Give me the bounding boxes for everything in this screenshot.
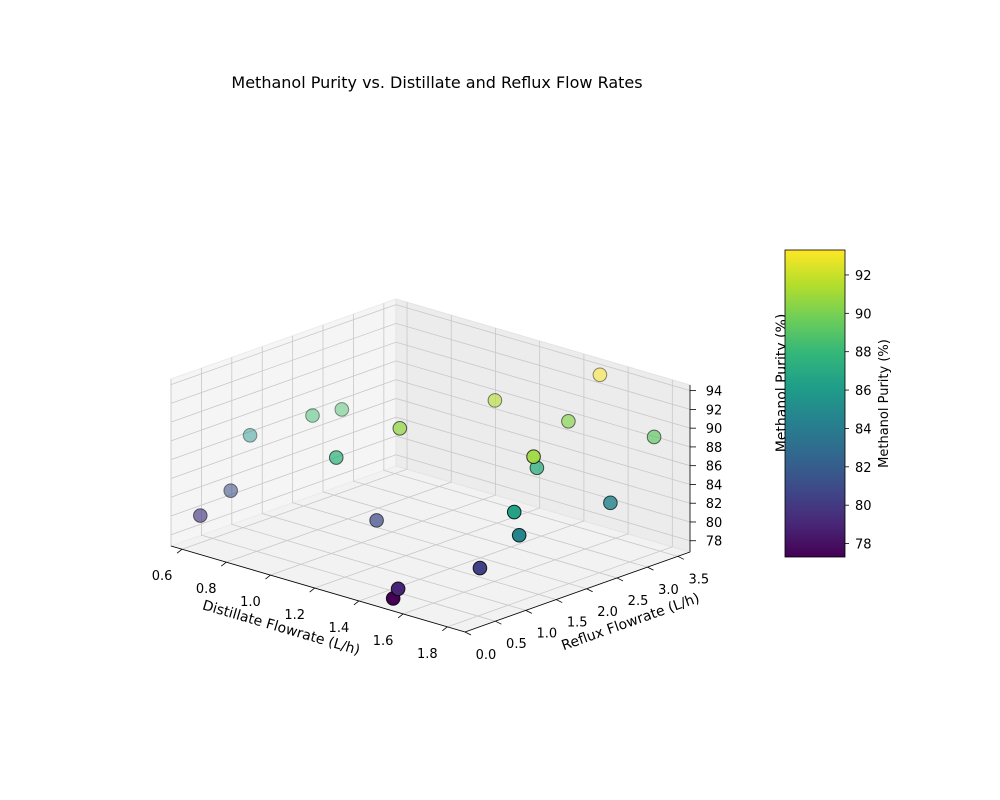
x-axis-line: [170, 545, 466, 633]
chart-title: Methanol Purity vs. Distillate and Reflu…: [231, 73, 642, 92]
x-tick-mark: [309, 587, 315, 593]
y-axis-line: [464, 551, 691, 633]
x-tick-label: 0.8: [196, 582, 217, 597]
y-tick-label: 3.0: [658, 583, 679, 598]
data-point: [526, 449, 541, 465]
data-point: [487, 393, 503, 408]
y-gridline: [322, 324, 618, 579]
data-point: [334, 402, 350, 417]
x-tick-label: 0.6: [152, 569, 173, 584]
colorbar-tick-label: 78: [855, 538, 872, 553]
colorbar: 78 80 82 84 86 88 90 92 Methanol Purity (%): [784, 249, 892, 558]
x-gridline: [314, 341, 541, 589]
x-tick-mark: [265, 574, 271, 580]
colorbar-tick-label: 86: [855, 384, 872, 399]
y-gridline: [383, 303, 678, 557]
x-tick-mark: [176, 548, 183, 554]
data-point: [369, 513, 384, 528]
z-tick-label: 86: [706, 460, 723, 475]
data-point: [646, 429, 662, 445]
data-point: [192, 508, 208, 523]
y-tick-label: 3.5: [688, 572, 709, 587]
y-gridline: [231, 357, 526, 611]
data-point: [328, 450, 344, 465]
y-tick-mark: [616, 577, 624, 582]
colorbar-label: Methanol Purity (%): [877, 339, 892, 468]
data-point: [603, 495, 618, 511]
z-tick-label: 84: [706, 478, 723, 493]
colorbar-bar: [784, 249, 846, 558]
colorbar-tick-label: 84: [855, 422, 872, 437]
x-gridline: [226, 315, 452, 563]
colorbar-tick-label: 88: [855, 346, 872, 361]
y-tick-mark: [525, 610, 532, 614]
y-gridline: [353, 314, 648, 568]
data-point: [392, 420, 408, 436]
z-gridline: [170, 398, 691, 485]
colorbar-tick-label: 92: [855, 269, 872, 284]
data-point: [390, 581, 406, 597]
x-gridline: [402, 366, 629, 615]
y-tick-label: 0.0: [476, 648, 497, 663]
x-tick-mark: [353, 600, 360, 606]
z-gridline: [170, 360, 691, 448]
x-tick-mark: [442, 626, 448, 632]
z-gridline: [170, 341, 691, 429]
y-tick-label: 2.5: [628, 594, 649, 609]
x-tick-label: 1.4: [329, 621, 350, 636]
z-gridline: [170, 454, 691, 542]
x-gridline: [447, 379, 673, 628]
z-gridline: [170, 379, 691, 467]
x-tick-label: 1.2: [284, 608, 305, 623]
z-tick-label: 88: [706, 441, 723, 456]
y-gridline: [292, 335, 587, 590]
x-gridline: [358, 353, 585, 602]
colorbar-tick-label: 82: [855, 461, 872, 476]
x-tick-label: 1.8: [417, 647, 438, 662]
data-point: [305, 408, 320, 423]
y-gridline: [261, 346, 557, 600]
x-gridline: [270, 328, 496, 576]
y-tick-label: 1.5: [567, 616, 588, 631]
data-point: [242, 428, 258, 443]
z-tick-label: 90: [706, 422, 723, 437]
data-point: [592, 367, 608, 383]
data-point: [472, 560, 488, 576]
y-tick-mark: [586, 588, 593, 593]
scatter-points: [192, 367, 662, 606]
data-point: [511, 527, 527, 543]
z-tick-label: 94: [706, 385, 723, 400]
y-tick-mark: [464, 631, 472, 636]
axes-panes: [169, 298, 692, 633]
data-point: [561, 414, 576, 429]
y-tick-label: 1.0: [536, 626, 557, 641]
z-gridline: [170, 435, 691, 523]
z-tick-label: 92: [706, 403, 723, 418]
x-tick-mark: [397, 613, 404, 619]
x-tick-label: 1.6: [373, 634, 394, 649]
colorbar-tick-label: 90: [855, 307, 872, 322]
z-tick-label: 80: [706, 516, 723, 531]
y-tick-label: 0.5: [506, 637, 527, 652]
z-tick-label: 78: [706, 535, 723, 550]
x-tick-mark: [221, 561, 227, 567]
z-gridline: [170, 304, 691, 392]
y-tick-mark: [556, 599, 563, 603]
x-tick-label: 1.0: [240, 595, 261, 610]
z-gridline: [170, 416, 691, 504]
y-tick-mark: [495, 620, 502, 625]
y-tick-mark: [647, 566, 654, 571]
x-gridline: [181, 302, 408, 550]
z-gridline: [170, 322, 691, 410]
data-point: [223, 483, 239, 498]
data-point: [506, 504, 522, 520]
z-tick-label: 82: [706, 497, 723, 512]
y-tick-mark: [677, 555, 685, 560]
colorbar-tick-label: 80: [855, 499, 872, 514]
y-tick-label: 2.0: [597, 605, 618, 620]
